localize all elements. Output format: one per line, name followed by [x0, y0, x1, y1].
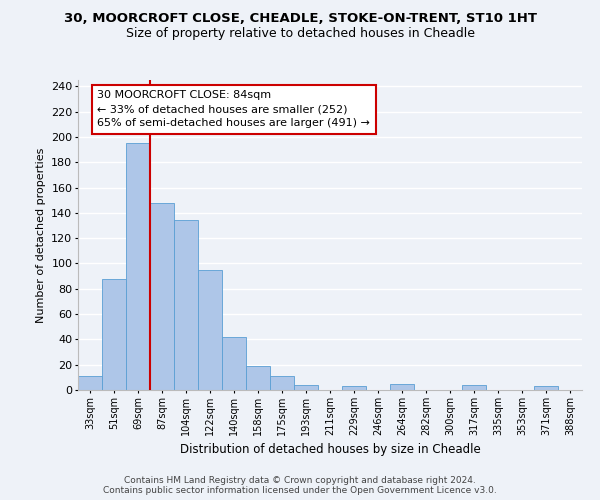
- Text: 30 MOORCROFT CLOSE: 84sqm
← 33% of detached houses are smaller (252)
65% of semi: 30 MOORCROFT CLOSE: 84sqm ← 33% of detac…: [97, 90, 370, 128]
- Text: Contains public sector information licensed under the Open Government Licence v3: Contains public sector information licen…: [103, 486, 497, 495]
- Bar: [342, 386, 366, 390]
- Bar: [222, 337, 246, 390]
- Text: Contains HM Land Registry data © Crown copyright and database right 2024.: Contains HM Land Registry data © Crown c…: [124, 476, 476, 485]
- Bar: [198, 270, 222, 390]
- Bar: [294, 385, 318, 390]
- Y-axis label: Number of detached properties: Number of detached properties: [35, 148, 46, 322]
- Bar: [462, 385, 486, 390]
- Bar: [126, 144, 150, 390]
- Bar: [534, 386, 558, 390]
- Bar: [270, 376, 294, 390]
- Text: Size of property relative to detached houses in Cheadle: Size of property relative to detached ho…: [125, 28, 475, 40]
- Text: 30, MOORCROFT CLOSE, CHEADLE, STOKE-ON-TRENT, ST10 1HT: 30, MOORCROFT CLOSE, CHEADLE, STOKE-ON-T…: [64, 12, 536, 26]
- Bar: [102, 278, 126, 390]
- Bar: [78, 376, 102, 390]
- Text: Distribution of detached houses by size in Cheadle: Distribution of detached houses by size …: [179, 444, 481, 456]
- Bar: [246, 366, 270, 390]
- Bar: [390, 384, 414, 390]
- Bar: [150, 202, 174, 390]
- Bar: [174, 220, 198, 390]
